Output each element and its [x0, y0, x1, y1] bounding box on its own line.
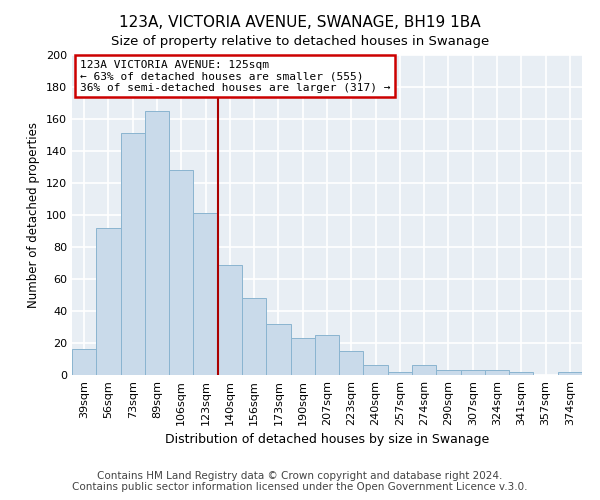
Bar: [193, 214, 218, 375]
Bar: [121, 134, 145, 375]
Bar: [266, 324, 290, 375]
Bar: [461, 370, 485, 375]
Bar: [218, 264, 242, 375]
Bar: [509, 372, 533, 375]
Bar: [315, 335, 339, 375]
Bar: [290, 338, 315, 375]
Y-axis label: Number of detached properties: Number of detached properties: [28, 122, 40, 308]
Text: Size of property relative to detached houses in Swanage: Size of property relative to detached ho…: [111, 35, 489, 48]
Text: 123A VICTORIA AVENUE: 125sqm
← 63% of detached houses are smaller (555)
36% of s: 123A VICTORIA AVENUE: 125sqm ← 63% of de…: [80, 60, 390, 93]
X-axis label: Distribution of detached houses by size in Swanage: Distribution of detached houses by size …: [165, 434, 489, 446]
Bar: [96, 228, 121, 375]
Bar: [242, 298, 266, 375]
Bar: [436, 370, 461, 375]
Bar: [558, 372, 582, 375]
Bar: [72, 350, 96, 375]
Bar: [339, 351, 364, 375]
Bar: [169, 170, 193, 375]
Bar: [388, 372, 412, 375]
Bar: [145, 111, 169, 375]
Text: Contains HM Land Registry data © Crown copyright and database right 2024.
Contai: Contains HM Land Registry data © Crown c…: [72, 471, 528, 492]
Bar: [485, 370, 509, 375]
Text: 123A, VICTORIA AVENUE, SWANAGE, BH19 1BA: 123A, VICTORIA AVENUE, SWANAGE, BH19 1BA: [119, 15, 481, 30]
Bar: [364, 366, 388, 375]
Bar: [412, 366, 436, 375]
